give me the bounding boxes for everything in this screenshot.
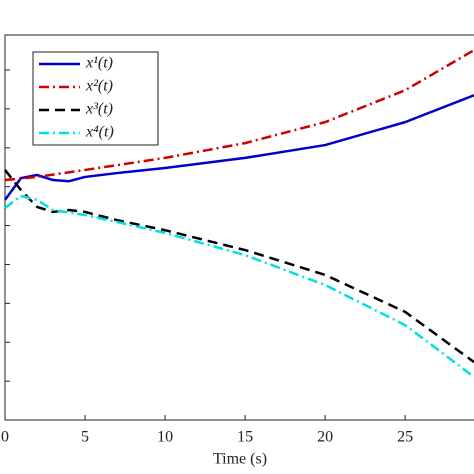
x-tick-label: 10 (157, 429, 173, 446)
x-tick-label: 5 (81, 429, 89, 446)
legend-box (32, 51, 159, 146)
x-tick-label: 0 (1, 429, 9, 446)
series-line (4, 49, 474, 182)
series-line (3, 94, 474, 201)
axis-box (4, 34, 474, 421)
x-axis-label: Time (s) (213, 451, 267, 468)
series-line (4, 194, 474, 378)
x-tick-label: 15 (237, 429, 253, 446)
legend-label: x³(t) (85, 101, 113, 118)
legend-label: x¹(t) (85, 55, 113, 72)
x-tick-label: 20 (317, 429, 333, 446)
legend-label: x²(t) (85, 78, 113, 95)
series-line (4, 169, 474, 364)
legend-label: x⁴(t) (85, 124, 114, 141)
x-tick-label: 25 (397, 429, 413, 446)
